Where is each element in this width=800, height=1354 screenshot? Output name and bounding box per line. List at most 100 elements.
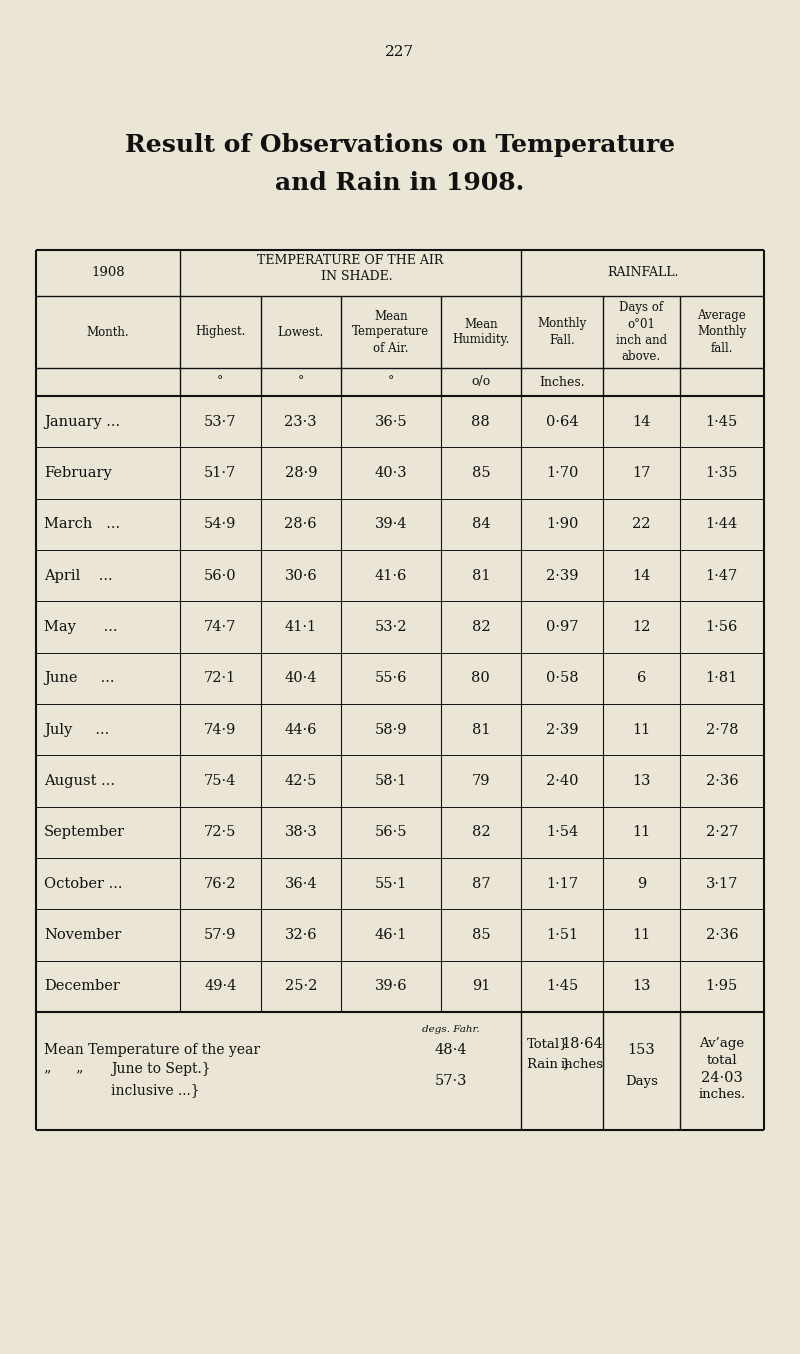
Text: 0·64: 0·64 [546,414,578,429]
Text: 88: 88 [471,414,490,429]
Text: 48·4: 48·4 [434,1043,467,1057]
Text: 80: 80 [471,672,490,685]
Text: 1·35: 1·35 [706,466,738,481]
Text: Total}: Total} [527,1037,569,1051]
Text: 12: 12 [632,620,650,634]
Text: August ...: August ... [44,774,115,788]
Text: 32·6: 32·6 [285,927,317,942]
Text: Days: Days [625,1075,658,1087]
Text: 46·1: 46·1 [374,927,407,942]
Text: April    ...: April ... [44,569,113,582]
Text: 41·6: 41·6 [374,569,407,582]
Text: 51·7: 51·7 [204,466,237,481]
Text: 39·6: 39·6 [374,979,407,994]
Text: 13: 13 [632,774,650,788]
Text: 74·9: 74·9 [204,723,237,737]
Text: January ...: January ... [44,414,120,429]
Text: March   ...: March ... [44,517,120,531]
Text: 2·39: 2·39 [546,569,578,582]
Text: 82: 82 [471,620,490,634]
Text: 87: 87 [471,876,490,891]
Text: o/o: o/o [471,375,490,389]
Text: 79: 79 [471,774,490,788]
Text: 75·4: 75·4 [204,774,237,788]
Text: 18·64: 18·64 [562,1037,603,1051]
Text: 153: 153 [627,1043,655,1057]
Text: October ...: October ... [44,876,122,891]
Text: °: ° [217,375,223,389]
Text: TEMPERATURE OF THE AIR
   IN SHADE.: TEMPERATURE OF THE AIR IN SHADE. [258,255,444,283]
Text: Lowest.: Lowest. [278,325,324,338]
Text: 2·36: 2·36 [706,774,738,788]
Text: 2·78: 2·78 [706,723,738,737]
Text: 53·2: 53·2 [374,620,407,634]
Text: total: total [706,1053,737,1067]
Text: 1·45: 1·45 [546,979,578,994]
Text: 38·3: 38·3 [284,826,317,839]
Text: 14: 14 [632,414,650,429]
Text: November: November [44,927,122,942]
Text: 36·4: 36·4 [285,876,317,891]
Text: Inches.: Inches. [539,375,585,389]
Text: 14: 14 [632,569,650,582]
Text: 91: 91 [472,979,490,994]
Text: 84: 84 [471,517,490,531]
Text: 1·70: 1·70 [546,466,578,481]
Text: September: September [44,826,125,839]
Text: and Rain in 1908.: and Rain in 1908. [275,171,525,195]
Text: 6: 6 [637,672,646,685]
Text: 2·40: 2·40 [546,774,578,788]
Text: 17: 17 [632,466,650,481]
Text: 1·95: 1·95 [706,979,738,994]
Text: February: February [44,466,112,481]
Text: 11: 11 [632,927,650,942]
Text: 53·7: 53·7 [204,414,237,429]
Text: 1·90: 1·90 [546,517,578,531]
Text: June     ...: June ... [44,672,114,685]
Text: Highest.: Highest. [195,325,246,338]
Text: °: ° [388,375,394,389]
Text: 55·6: 55·6 [374,672,407,685]
Text: 1·56: 1·56 [706,620,738,634]
Text: 1908: 1908 [91,267,125,279]
Text: Monthly
Fall.: Monthly Fall. [538,317,586,347]
Text: Mean
Humidity.: Mean Humidity. [452,317,510,347]
Text: 11: 11 [632,826,650,839]
Text: May      ...: May ... [44,620,118,634]
Text: December: December [44,979,120,994]
Text: 56·0: 56·0 [204,569,237,582]
Text: 58·9: 58·9 [374,723,407,737]
Text: 13: 13 [632,979,650,994]
Text: Mean
Temperature
of Air.: Mean Temperature of Air. [352,310,430,355]
Text: inches: inches [561,1057,603,1071]
Text: 55·1: 55·1 [374,876,407,891]
Text: 42·5: 42·5 [285,774,317,788]
Text: 40·4: 40·4 [285,672,317,685]
Text: 81: 81 [471,569,490,582]
Text: 1·54: 1·54 [546,826,578,839]
Text: 39·4: 39·4 [374,517,407,531]
Text: 74·7: 74·7 [204,620,237,634]
Text: 85: 85 [471,466,490,481]
Text: 85: 85 [471,927,490,942]
Text: 1·17: 1·17 [546,876,578,891]
Text: 82: 82 [471,826,490,839]
Text: 0·97: 0·97 [546,620,578,634]
Text: degs. Fahr.: degs. Fahr. [422,1025,479,1034]
Text: 49·4: 49·4 [204,979,237,994]
Text: Rain }: Rain } [527,1057,570,1071]
Text: 22: 22 [632,517,650,531]
Text: Mean Temperature of the year: Mean Temperature of the year [44,1043,260,1057]
Text: 0·58: 0·58 [546,672,578,685]
Text: 227: 227 [386,45,414,60]
Text: July     ...: July ... [44,723,110,737]
Text: 28·9: 28·9 [285,466,317,481]
Text: 44·6: 44·6 [285,723,317,737]
Text: 76·2: 76·2 [204,876,237,891]
Text: 30·6: 30·6 [284,569,317,582]
Text: 41·1: 41·1 [285,620,317,634]
Text: Average
Monthly
fall.: Average Monthly fall. [698,310,746,355]
Text: 1·51: 1·51 [546,927,578,942]
Text: 23·3: 23·3 [285,414,317,429]
Text: 1·81: 1·81 [706,672,738,685]
